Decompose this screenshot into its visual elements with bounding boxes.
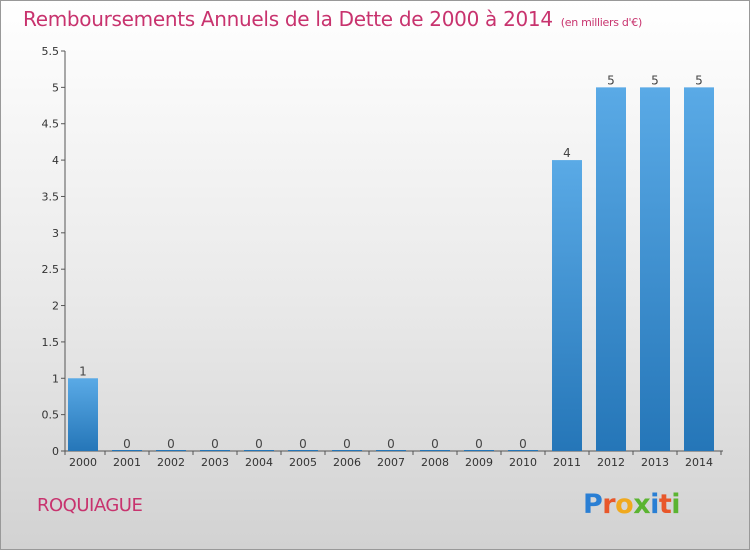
data-label: 5 [607, 73, 615, 87]
y-tick-label: 1 [52, 372, 59, 385]
x-tick-label: 2004 [245, 456, 273, 469]
y-tick-label: 3 [52, 227, 59, 240]
chart-subtitle: (en milliers d'€) [560, 16, 642, 29]
data-label: 0 [255, 437, 263, 451]
logo-letter: i [650, 489, 659, 520]
data-label: 0 [519, 437, 527, 451]
logo-letter: i [671, 489, 681, 520]
y-tick-label: 4.5 [42, 118, 60, 131]
chart-title-text: Remboursements Annuels de la Dette de 20… [23, 7, 553, 31]
bar [552, 160, 582, 451]
y-tick-label: 1.5 [42, 336, 60, 349]
x-tick-label: 2001 [113, 456, 141, 469]
data-label: 5 [651, 73, 659, 87]
logo-letter: t [658, 489, 672, 520]
y-tick-label: 0 [52, 445, 59, 458]
logo-letter: P [583, 489, 603, 520]
x-tick-label: 2008 [421, 456, 449, 469]
y-tick-label: 2.5 [42, 263, 60, 276]
logo-letter: o [615, 489, 634, 520]
x-tick-label: 2014 [685, 456, 713, 469]
y-tick-label: 4 [52, 154, 59, 167]
y-tick-label: 3.5 [42, 190, 60, 203]
x-tick-label: 2002 [157, 456, 185, 469]
bar [640, 87, 670, 451]
x-tick-label: 2011 [553, 456, 581, 469]
data-label: 0 [167, 437, 175, 451]
data-label: 0 [387, 437, 395, 451]
x-tick-label: 2010 [509, 456, 537, 469]
bar [68, 378, 98, 451]
x-tick-label: 2005 [289, 456, 317, 469]
data-label: 0 [343, 437, 351, 451]
data-label: 0 [431, 437, 439, 451]
x-tick-label: 2006 [333, 456, 361, 469]
data-label: 0 [475, 437, 483, 451]
proxiti-logo: Proxiti [583, 489, 681, 520]
bar [596, 87, 626, 451]
x-tick-label: 2009 [465, 456, 493, 469]
data-label: 4 [563, 146, 571, 160]
x-tick-label: 2013 [641, 456, 669, 469]
y-tick-label: 5 [52, 81, 59, 94]
logo-letter: r [602, 489, 616, 520]
data-label: 1 [79, 364, 87, 378]
bar [684, 87, 714, 451]
x-tick-label: 2012 [597, 456, 625, 469]
y-tick-label: 2 [52, 300, 59, 313]
y-tick-label: 0.5 [42, 409, 60, 422]
chart-title: Remboursements Annuels de la Dette de 20… [23, 7, 642, 31]
data-label: 0 [123, 437, 131, 451]
x-tick-label: 2007 [377, 456, 405, 469]
data-label: 5 [695, 73, 703, 87]
y-tick-label: 5.5 [42, 45, 60, 58]
place-name: ROQUIAGUE [37, 495, 143, 516]
logo-letter: x [633, 489, 651, 520]
x-tick-label: 2000 [69, 456, 97, 469]
data-label: 0 [211, 437, 219, 451]
data-label: 0 [299, 437, 307, 451]
x-tick-label: 2003 [201, 456, 229, 469]
